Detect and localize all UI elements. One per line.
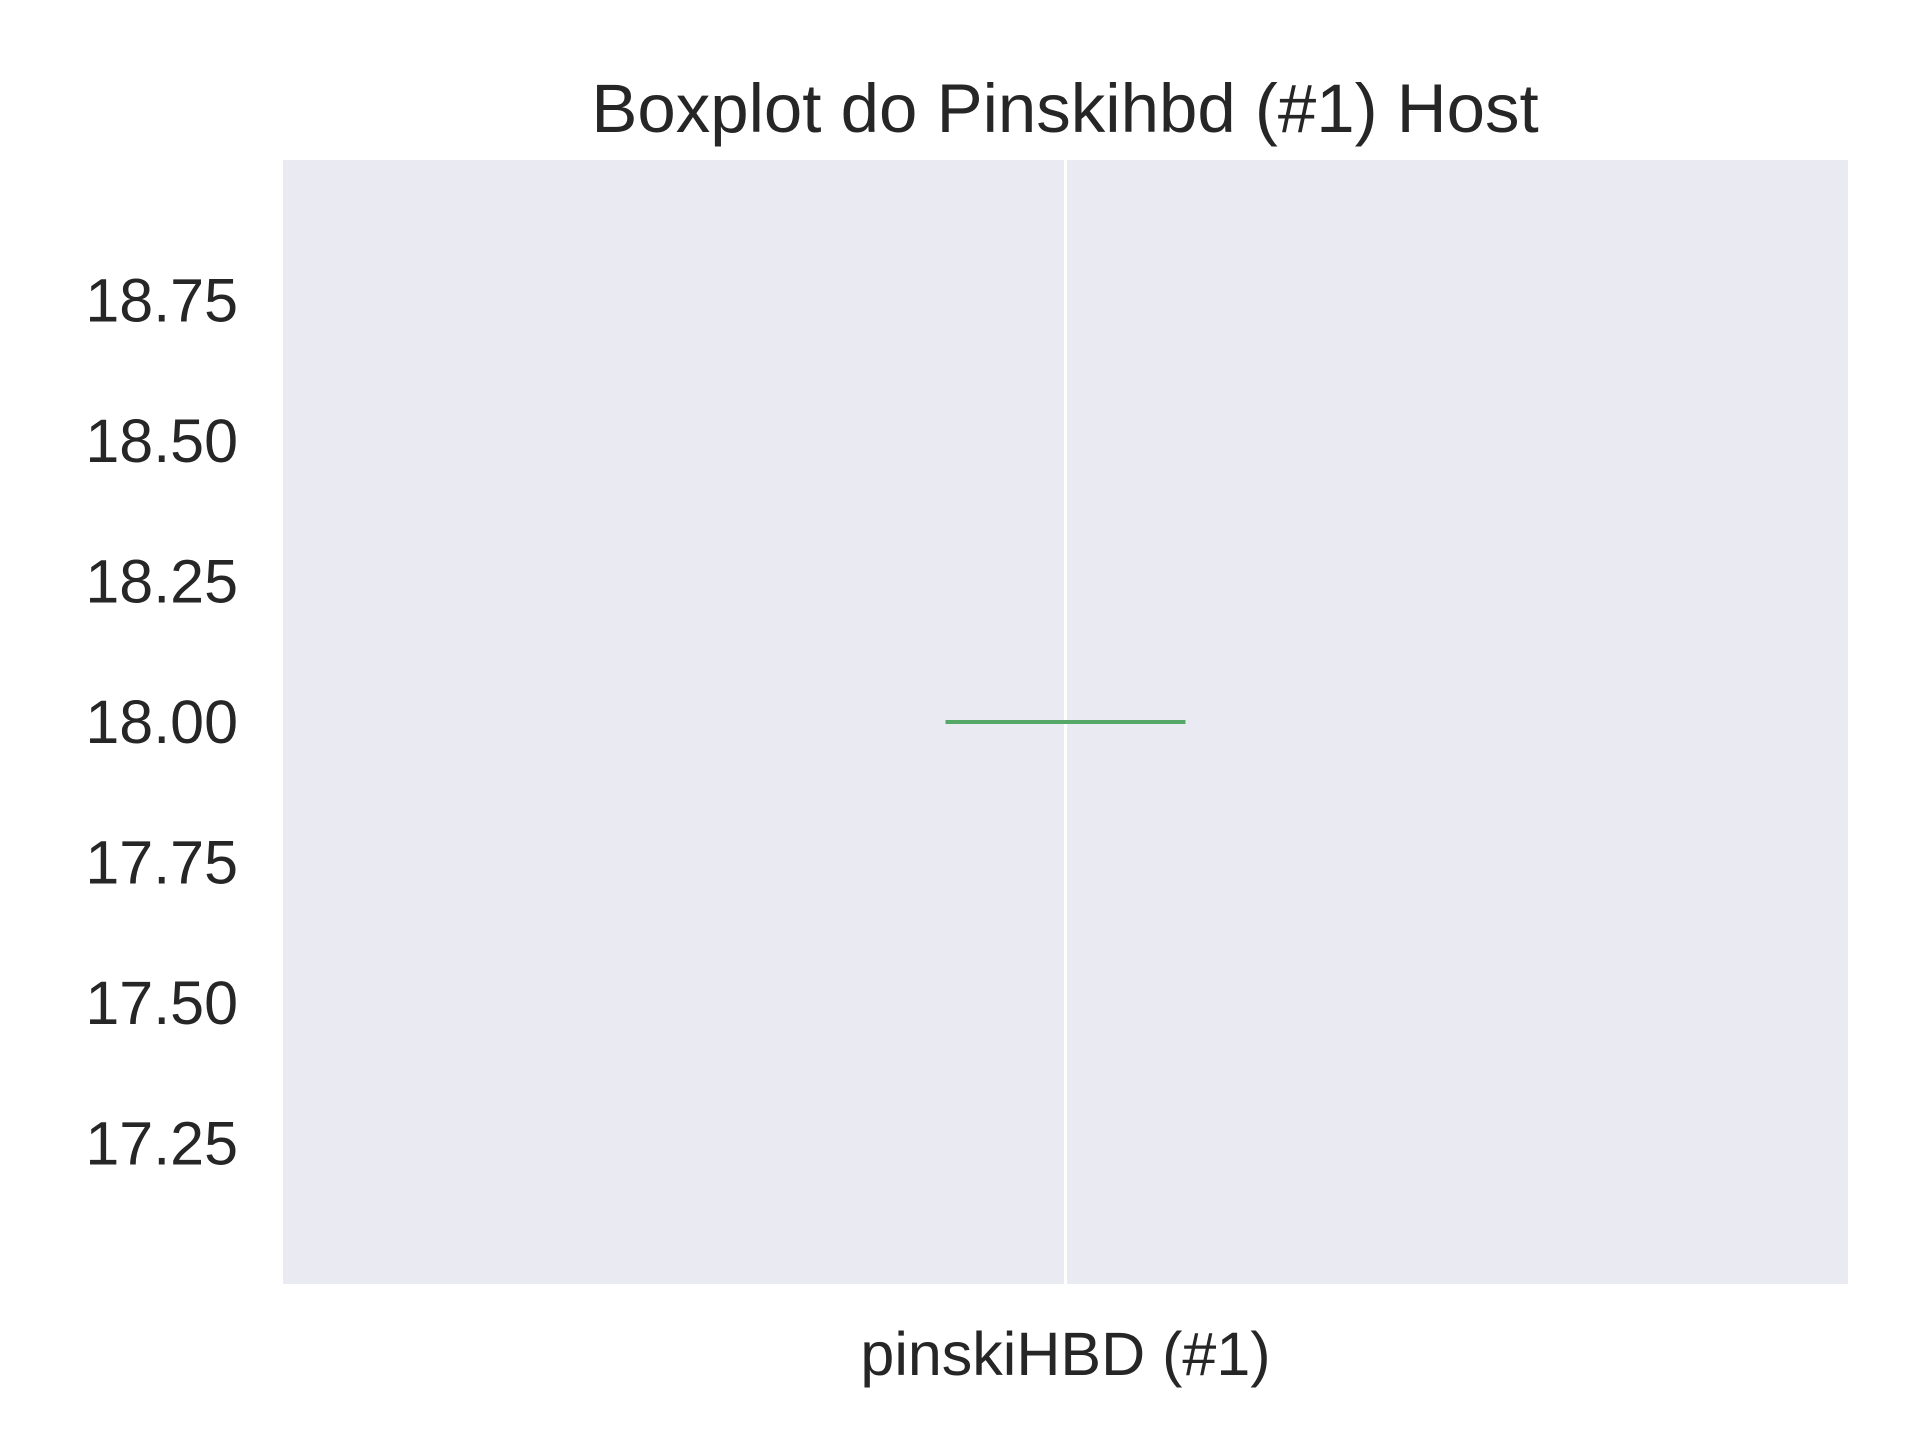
- y-tick-label: 17.50: [85, 969, 238, 1037]
- x-tick-label: pinskiHBD (#1): [860, 1320, 1270, 1388]
- y-tick-label: 18.75: [85, 267, 238, 335]
- y-tick-labels: 17.25 17.50 17.75 18.00 18.25 18.50 18.75: [85, 267, 238, 1178]
- x-tick-labels: pinskiHBD (#1): [860, 1320, 1270, 1388]
- y-tick-label: 17.25: [85, 1110, 238, 1178]
- y-tick-label: 17.75: [85, 829, 238, 897]
- y-tick-label: 18.00: [85, 688, 238, 756]
- y-tick-label: 18.50: [85, 407, 238, 475]
- chart-title: Boxplot do Pinskihbd (#1) Host: [591, 70, 1538, 147]
- y-tick-label: 18.25: [85, 548, 238, 616]
